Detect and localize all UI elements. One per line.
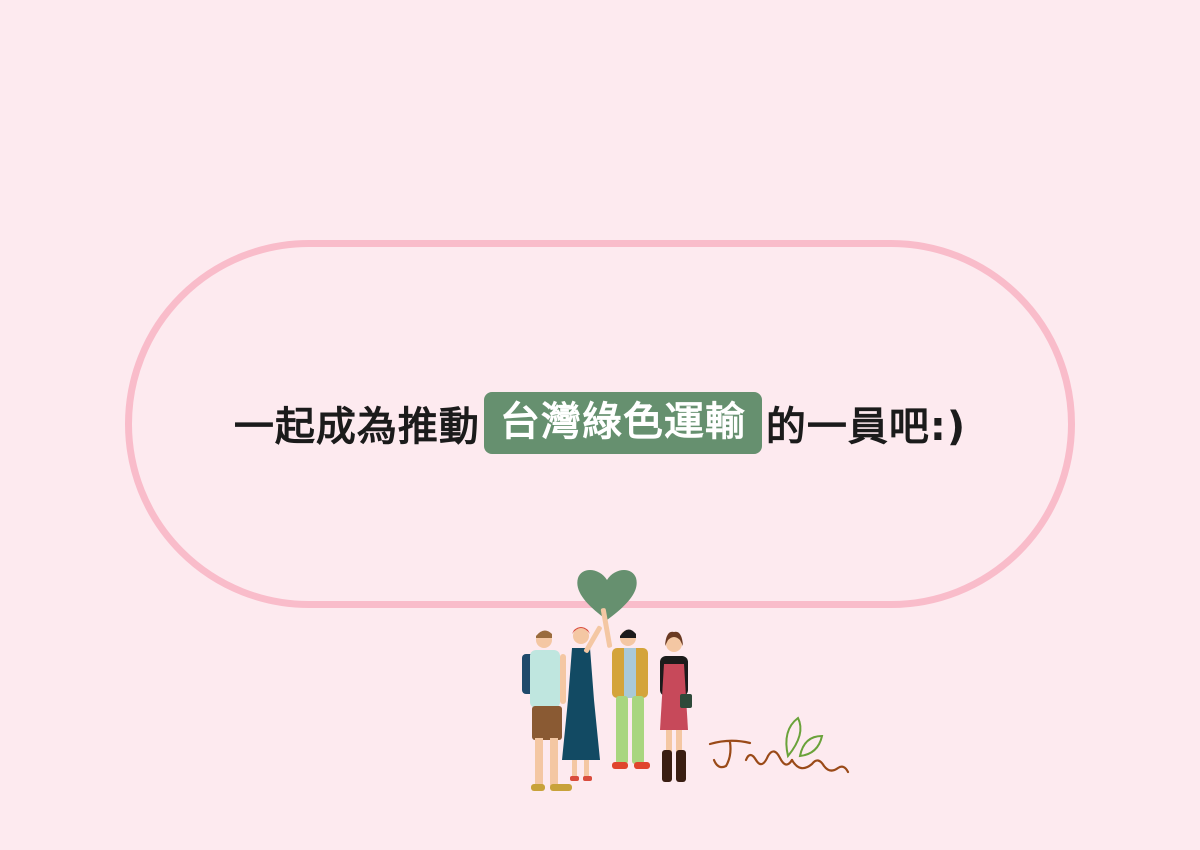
headline-prefix: 一起成為推動: [233, 404, 480, 450]
headline-suffix: 的一員吧:): [765, 404, 967, 450]
headline: 一起成為推動 台灣綠色運輸 的一員吧:): [0, 388, 1200, 458]
heart-icon: [577, 569, 637, 620]
headline-highlight: 台灣綠色運輸: [483, 392, 762, 454]
person-with-backpack: [522, 630, 572, 791]
signature-logo: [708, 716, 850, 774]
man-holding-heart: [600, 608, 650, 769]
people-illustration: [522, 569, 850, 791]
woman-in-long-dress: [562, 625, 602, 781]
woman-with-book: [660, 631, 692, 782]
